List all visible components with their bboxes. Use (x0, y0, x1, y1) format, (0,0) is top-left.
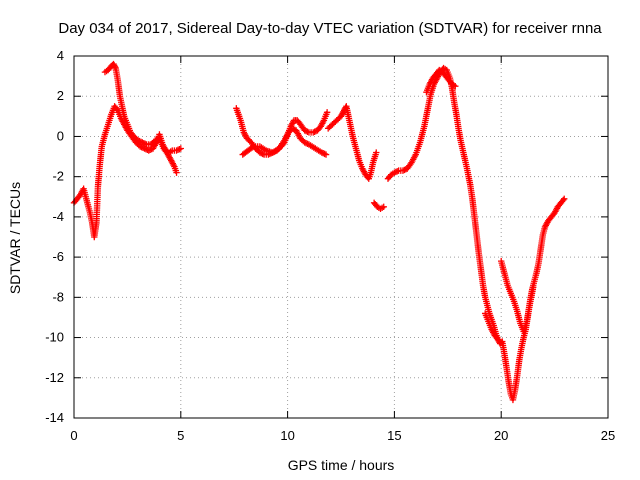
data-point (111, 63, 119, 70)
data-point (140, 139, 147, 147)
x-tick-label: 0 (70, 428, 77, 443)
data-point (145, 147, 152, 154)
y-tick-label: -10 (45, 330, 64, 345)
data-point (138, 143, 145, 151)
axis-ticks: 0 5 10 15 20 25 -14 -12 -10 -8 -6 -4 -2 0 2 4 (45, 48, 615, 443)
data-point (146, 146, 154, 154)
data-point (493, 335, 501, 342)
plot-frame (73, 55, 609, 419)
data-point (288, 125, 296, 132)
data-point (301, 127, 308, 134)
data-point (321, 150, 328, 158)
y-tick-label: -6 (52, 249, 64, 264)
data-point (248, 144, 256, 151)
data-point (392, 168, 400, 176)
x-tick-label: 20 (494, 428, 508, 443)
y-tick-label: -4 (52, 209, 64, 224)
x-tick-label: 25 (601, 428, 615, 443)
data-point (153, 136, 160, 143)
data-point (134, 137, 142, 144)
data-point (323, 109, 331, 116)
data-point (290, 125, 297, 133)
data-point (137, 138, 145, 146)
data-point (530, 284, 537, 291)
data-point (137, 143, 144, 150)
data-point (302, 139, 310, 147)
y-tick-label: 2 (57, 88, 64, 103)
data-series (70, 60, 568, 404)
data-point (399, 167, 407, 174)
data-point (304, 128, 311, 135)
y-tick-label: -12 (45, 370, 64, 385)
y-tick-label: -14 (45, 410, 64, 425)
data-point (113, 105, 120, 113)
data-point (173, 169, 180, 176)
y-tick-label: -8 (52, 289, 64, 304)
data-point (177, 145, 184, 152)
x-tick-label: 10 (280, 428, 294, 443)
data-point (318, 149, 325, 156)
data-point (258, 150, 265, 157)
data-point (310, 129, 317, 136)
data-point (142, 145, 150, 153)
x-tick-label: 5 (177, 428, 184, 443)
data-point (173, 147, 180, 154)
data-point (141, 145, 148, 152)
data-point (373, 149, 380, 156)
data-point (259, 150, 266, 158)
data-point (320, 150, 327, 157)
data-point (494, 336, 502, 343)
data-point (139, 144, 147, 152)
data-point (561, 195, 568, 202)
data-point (176, 145, 183, 153)
grid (74, 56, 608, 418)
data-point (311, 128, 318, 135)
data-point (174, 146, 182, 154)
x-axis-label: GPS time / hours (288, 457, 395, 473)
data-point (301, 139, 308, 146)
y-tick-label: 0 (57, 128, 64, 143)
data-point (322, 151, 330, 158)
y-tick-label: 4 (57, 48, 64, 63)
data-point (136, 137, 143, 145)
data-point (302, 127, 310, 135)
data-point (380, 203, 387, 211)
chart-title: Day 034 of 2017, Sidereal Day-to-day VTE… (58, 20, 602, 37)
data-point (401, 166, 408, 174)
data-point (452, 82, 459, 90)
data-point (142, 140, 149, 148)
y-axis-label: SDTVAR / TECUs (7, 182, 23, 294)
x-tick-label: 15 (387, 428, 401, 443)
data-point (256, 149, 264, 156)
data-point (394, 168, 401, 175)
data-point (559, 196, 567, 204)
data-point (139, 139, 146, 146)
y-tick-label: -2 (52, 169, 64, 184)
data-point (391, 169, 398, 176)
